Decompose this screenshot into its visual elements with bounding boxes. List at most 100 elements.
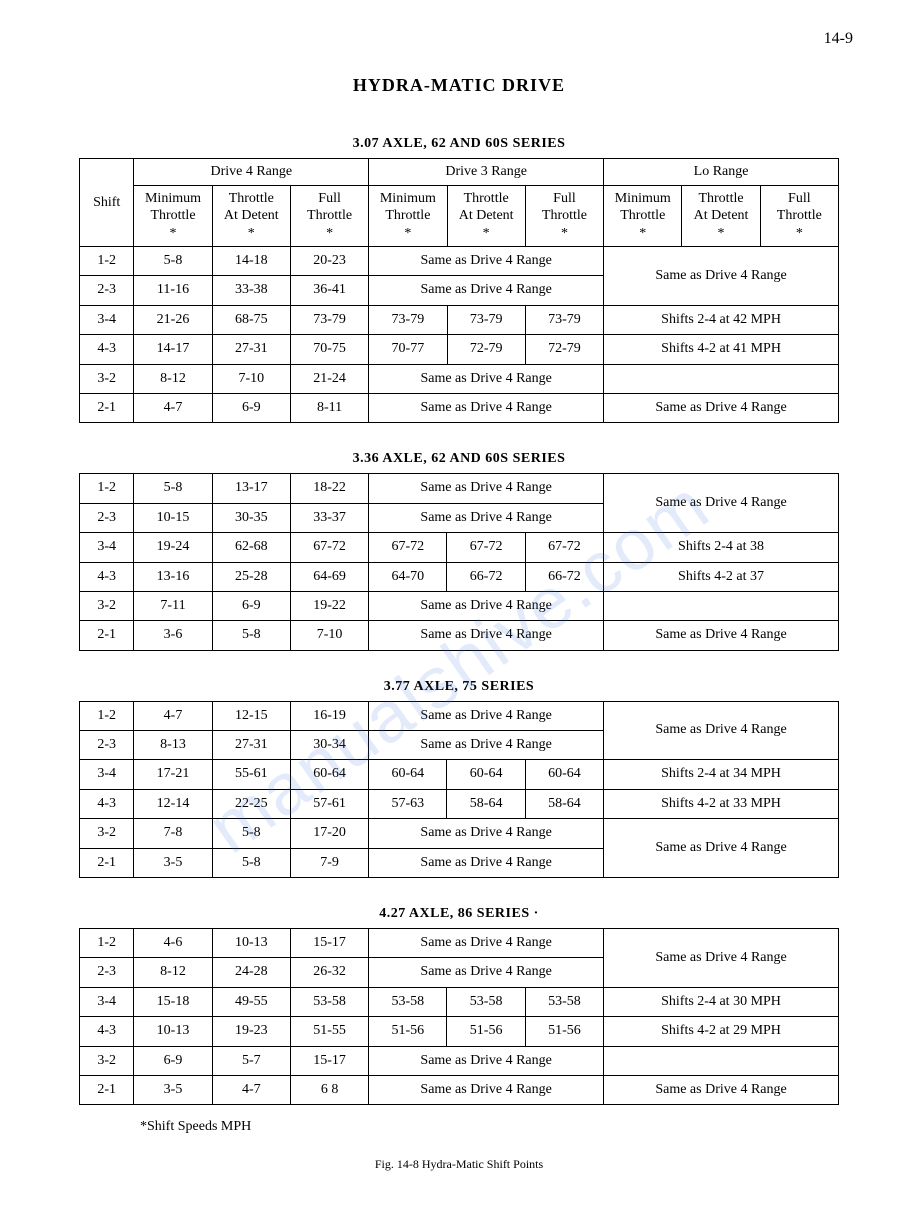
- cell-lo: Shifts 4-2 at 41 MPH: [604, 335, 839, 364]
- table-row: 1-24-610-1315-17Same as Drive 4 RangeSam…: [80, 929, 839, 958]
- table-row: 4-310-1319-2351-5551-5651-5651-56Shifts …: [80, 1017, 839, 1046]
- cell-shift: 4-3: [80, 1017, 134, 1046]
- cell-shift: 1-2: [80, 929, 134, 958]
- page-title: HYDRA-MATIC DRIVE: [60, 75, 858, 96]
- cell-value: 5-8: [212, 819, 290, 848]
- cell-span: Same as Drive 4 Range: [369, 1046, 604, 1075]
- cell-value: 62-68: [212, 533, 290, 562]
- cell-value: 10-13: [134, 1017, 212, 1046]
- cell-shift: 4-3: [80, 335, 134, 364]
- cell-shift: 1-2: [80, 247, 134, 276]
- cell-value: 8-11: [290, 393, 368, 422]
- col-sub: MinimumThrottle*: [604, 185, 682, 247]
- cell-lo: Same as Drive 4 Range: [604, 393, 839, 422]
- cell-span: Same as Drive 4 Range: [369, 1075, 604, 1104]
- cell-lo: Same as Drive 4 Range: [604, 621, 839, 650]
- cell-lo: Shifts 4-2 at 29 MPH: [604, 1017, 839, 1046]
- cell-value: 4-6: [134, 929, 212, 958]
- cell-span: Same as Drive 4 Range: [369, 819, 604, 848]
- cell-shift: 3-4: [80, 533, 134, 562]
- table-row: 3-26-95-715-17Same as Drive 4 Range: [80, 1046, 839, 1075]
- cell-value: 6-9: [212, 591, 290, 620]
- table-row: 4-314-1727-3170-7570-7772-7972-79Shifts …: [80, 335, 839, 364]
- cell-value: 7-10: [290, 621, 368, 650]
- cell-lo: Same as Drive 4 Range: [604, 819, 839, 878]
- cell-value: 30-35: [212, 503, 290, 532]
- table-row: 3-419-2462-6867-7267-7267-7267-72Shifts …: [80, 533, 839, 562]
- cell-value: 14-18: [212, 247, 290, 276]
- cell-lo: Shifts 2-4 at 42 MPH: [604, 305, 839, 334]
- cell-value: 21-26: [134, 305, 212, 334]
- cell-shift: 2-1: [80, 621, 134, 650]
- cell-shift: 4-3: [80, 562, 134, 591]
- cell-value: 57-63: [369, 789, 447, 818]
- cell-shift: 2-3: [80, 276, 134, 305]
- cell-lo: Same as Drive 4 Range: [604, 247, 839, 306]
- cell-value: 66-72: [447, 562, 525, 591]
- cell-value: 8-12: [134, 958, 212, 987]
- cell-value: 60-64: [525, 760, 603, 789]
- cell-value: 7-9: [290, 848, 368, 877]
- cell-value: 5-8: [212, 848, 290, 877]
- cell-value: 7-11: [134, 591, 212, 620]
- table-heading: 3.07 AXLE, 62 AND 60S SERIES: [60, 136, 858, 152]
- cell-value: 15-18: [134, 987, 212, 1016]
- cell-value: 51-56: [369, 1017, 447, 1046]
- cell-value: 17-20: [290, 819, 368, 848]
- cell-value: 20-23: [290, 247, 368, 276]
- cell-value: 16-19: [290, 701, 368, 730]
- cell-value: 60-64: [447, 760, 525, 789]
- cell-value: 21-24: [290, 364, 368, 393]
- cell-value: 5-8: [212, 621, 290, 650]
- col-sub: FullThrottle*: [290, 185, 368, 247]
- cell-shift: 3-4: [80, 987, 134, 1016]
- cell-shift: 3-4: [80, 760, 134, 789]
- cell-value: 8-13: [134, 731, 212, 760]
- cell-value: 25-28: [212, 562, 290, 591]
- cell-span: Same as Drive 4 Range: [369, 621, 604, 650]
- cell-value: 53-58: [525, 987, 603, 1016]
- col-sub: FullThrottle*: [760, 185, 838, 247]
- cell-value: 73-79: [447, 305, 525, 334]
- cell-value: 15-17: [290, 929, 368, 958]
- cell-value: 3-5: [134, 1075, 212, 1104]
- cell-value: 12-14: [134, 789, 212, 818]
- cell-lo: Same as Drive 4 Range: [604, 474, 839, 533]
- col-sub: MinimumThrottle*: [134, 185, 212, 247]
- shift-table: 1-24-610-1315-17Same as Drive 4 RangeSam…: [79, 928, 839, 1105]
- cell-value: 18-22: [290, 474, 368, 503]
- cell-value: 58-64: [447, 789, 525, 818]
- table-row: 4-313-1625-2864-6964-7066-7266-72Shifts …: [80, 562, 839, 591]
- cell-value: 67-72: [369, 533, 447, 562]
- cell-span: Same as Drive 4 Range: [369, 276, 604, 305]
- cell-value: 17-21: [134, 760, 212, 789]
- cell-value: 8-12: [134, 364, 212, 393]
- table-row: 4-312-1422-2557-6157-6358-6458-64Shifts …: [80, 789, 839, 818]
- cell-value: 6-9: [212, 393, 290, 422]
- cell-value: 13-17: [212, 474, 290, 503]
- cell-value: 64-70: [369, 562, 447, 591]
- cell-value: 5-8: [134, 474, 212, 503]
- cell-value: 33-37: [290, 503, 368, 532]
- cell-value: 7-8: [134, 819, 212, 848]
- cell-span: Same as Drive 4 Range: [369, 474, 604, 503]
- cell-value: 67-72: [525, 533, 603, 562]
- cell-value: 27-31: [212, 335, 290, 364]
- cell-shift: 3-2: [80, 1046, 134, 1075]
- cell-shift: 2-1: [80, 1075, 134, 1104]
- col-sub: MinimumThrottle*: [369, 185, 447, 247]
- cell-span: Same as Drive 4 Range: [369, 364, 604, 393]
- cell-span: Same as Drive 4 Range: [369, 958, 604, 987]
- cell-lo: Shifts 4-2 at 37: [604, 562, 839, 591]
- footnote: *Shift Speeds MPH: [140, 1119, 858, 1135]
- shift-table: ShiftDrive 4 RangeDrive 3 RangeLo RangeM…: [79, 158, 839, 423]
- cell-value: 72-79: [447, 335, 525, 364]
- cell-lo: Same as Drive 4 Range: [604, 701, 839, 760]
- cell-value: 19-22: [290, 591, 368, 620]
- cell-value: 67-72: [447, 533, 525, 562]
- cell-value: 73-79: [369, 305, 447, 334]
- cell-value: 6-9: [134, 1046, 212, 1075]
- col-sub: ThrottleAt Detent*: [212, 185, 290, 247]
- cell-value: 53-58: [447, 987, 525, 1016]
- shift-table: 1-24-712-1516-19Same as Drive 4 RangeSam…: [79, 701, 839, 878]
